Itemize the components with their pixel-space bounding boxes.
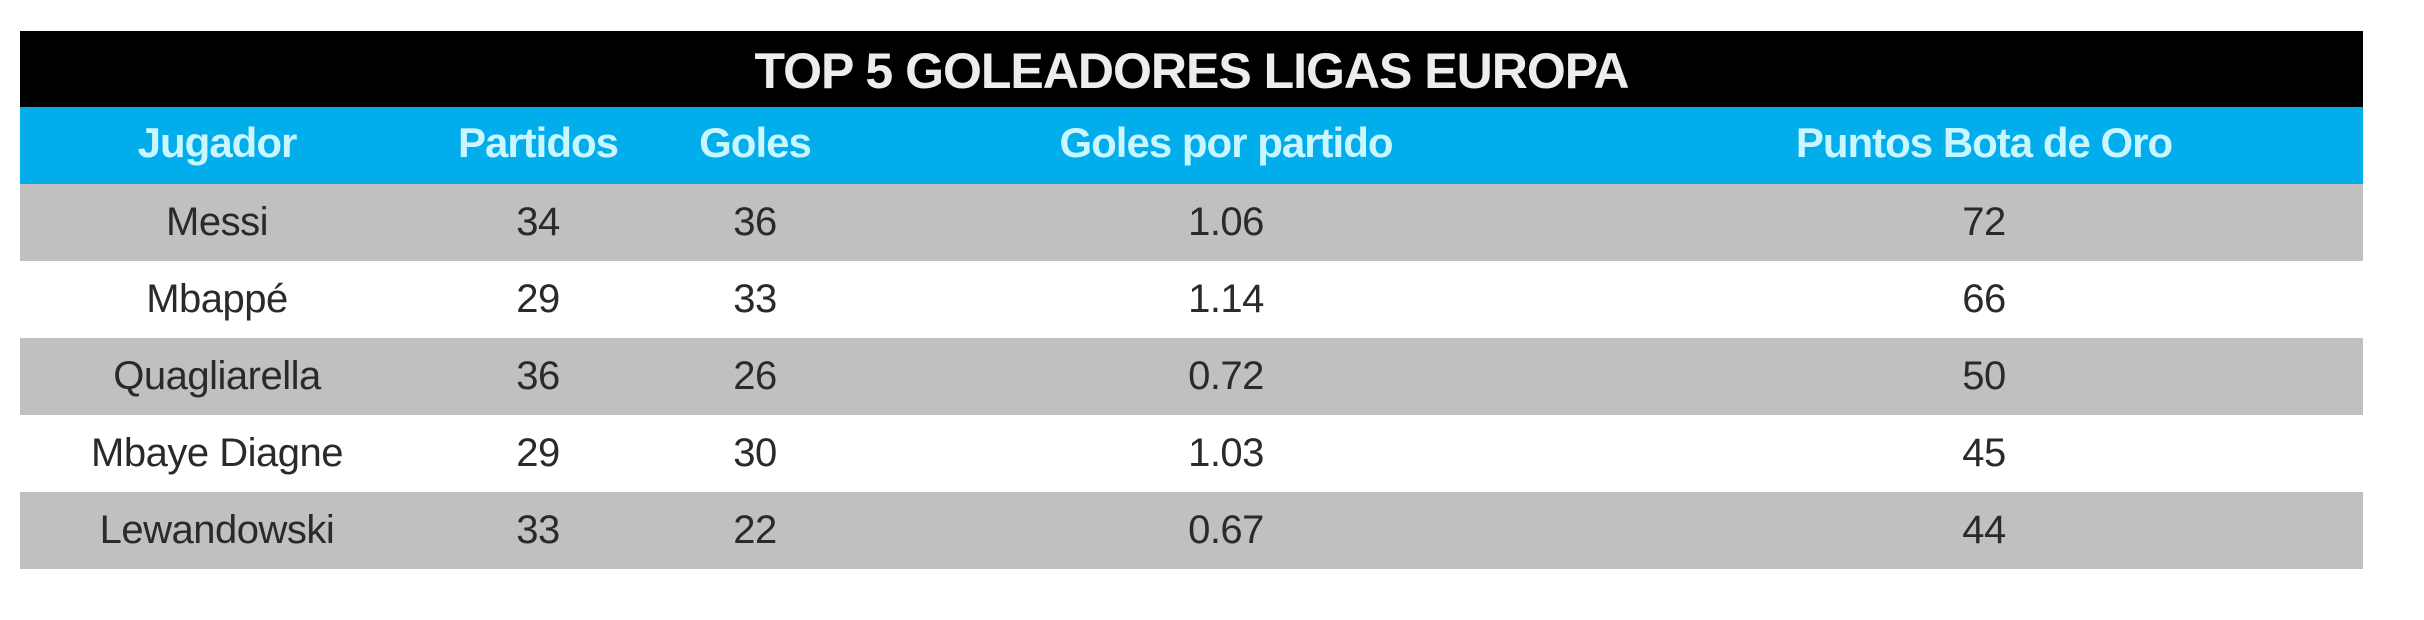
cell-matches: 34 [516,200,560,244]
cell-matches: 29 [516,431,560,475]
table-row: Mbappé 29 33 1.14 66 [20,261,2363,338]
cell-golden-boot-points: 66 [1962,277,2006,321]
cell-player: Mbaye Diagne [91,431,343,475]
column-header-goles: Goles [699,119,812,166]
cell-goals-per-match: 0.72 [1188,354,1264,398]
table-row: Mbaye Diagne 29 30 1.03 45 [20,415,2363,492]
cell-goals: 26 [733,354,777,398]
column-header-puntos-bota-de-oro: Puntos Bota de Oro [1795,119,2173,166]
cell-golden-boot-points: 72 [1962,200,2006,244]
scorers-table: TOP 5 GOLEADORES LIGAS EUROPA Jugador Pa… [20,31,2363,569]
cell-goals-per-match: 1.06 [1188,200,1264,244]
cell-player: Lewandowski [99,508,335,552]
cell-goals: 36 [733,200,777,244]
table-row: Messi 34 36 1.06 72 [20,184,2363,261]
cell-player: Quagliarella [113,354,321,398]
cell-goals-per-match: 1.14 [1188,277,1264,321]
cell-matches: 33 [516,508,560,552]
column-header-goles-por-partido: Goles por partido [1059,119,1393,166]
table-title-bar: TOP 5 GOLEADORES LIGAS EUROPA [20,31,2363,107]
cell-goals-per-match: 0.67 [1188,508,1264,552]
table-header-row: Jugador Partidos Goles Goles por partido… [20,107,2363,184]
column-header-jugador: Jugador [137,119,298,166]
cell-matches: 36 [516,354,560,398]
table-row: Quagliarella 36 26 0.72 50 [20,338,2363,415]
column-header-partidos: Partidos [457,119,619,166]
cell-player: Mbappé [146,277,288,321]
cell-goals-per-match: 1.03 [1188,431,1264,475]
cell-golden-boot-points: 45 [1962,431,2006,475]
table-title: TOP 5 GOLEADORES LIGAS EUROPA [754,43,1630,99]
cell-goals: 33 [733,277,777,321]
cell-goals: 22 [733,508,777,552]
cell-golden-boot-points: 50 [1962,354,2006,398]
cell-goals: 30 [733,431,777,475]
cell-golden-boot-points: 44 [1962,508,2006,552]
table-row: Lewandowski 33 22 0.67 44 [20,492,2363,569]
cell-player: Messi [166,200,268,244]
cell-matches: 29 [516,277,560,321]
